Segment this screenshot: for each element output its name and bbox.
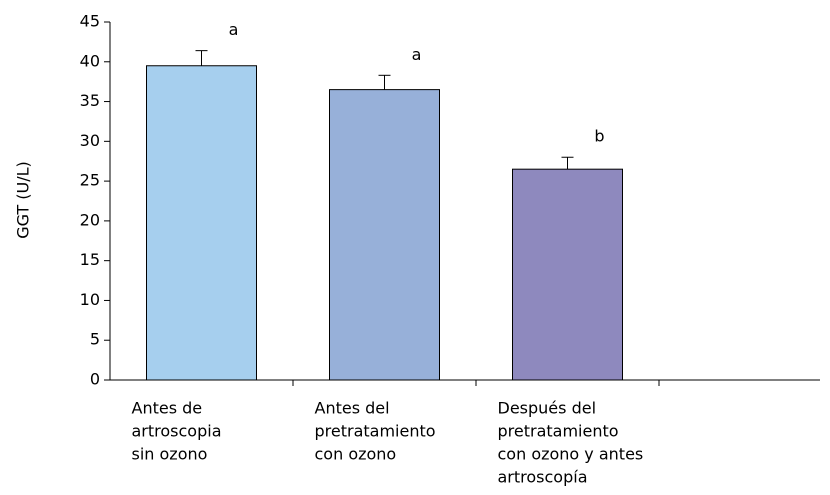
bar <box>329 89 440 381</box>
x-tick-label: pretratamiento <box>315 422 436 441</box>
y-tick-label: 25 <box>80 171 100 190</box>
x-tick-label: artroscopía <box>498 468 588 487</box>
x-tick-label: artroscopia <box>132 422 222 441</box>
annotation: a <box>229 20 239 39</box>
y-tick-label: 0 <box>90 370 100 389</box>
y-tick-label: 20 <box>80 210 100 229</box>
x-tick-label: pretratamiento <box>498 422 619 441</box>
y-tick-label: 45 <box>80 12 100 31</box>
y-tick-label: 35 <box>80 91 100 110</box>
bar <box>146 65 257 381</box>
bar <box>512 168 623 381</box>
x-tick-label: con ozono y antes <box>498 445 644 464</box>
y-axis-label: GGT (U/L) <box>14 161 33 239</box>
x-tick-label: con ozono <box>315 445 397 464</box>
y-tick-label: 10 <box>80 290 100 309</box>
x-tick-label: Antes de <box>132 399 203 418</box>
x-tick-label: Antes del <box>315 399 390 418</box>
y-tick-label: 40 <box>80 51 100 70</box>
y-tick-label: 5 <box>90 330 100 349</box>
annotation: b <box>594 127 604 146</box>
x-tick-label: sin ozono <box>132 445 208 464</box>
x-tick-label: Después del <box>498 399 597 418</box>
y-tick-label: 15 <box>80 250 100 269</box>
y-tick-label: 30 <box>80 131 100 150</box>
annotation: a <box>412 45 422 64</box>
